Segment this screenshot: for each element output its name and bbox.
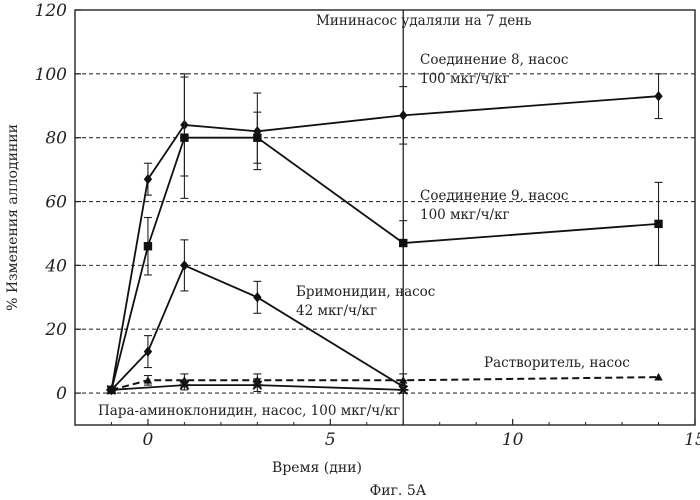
annotation-apraclonidine: Пара-аминоклонидин, насос, 100 мкг/ч/кг — [98, 403, 400, 419]
point-brimonidine-2 — [180, 260, 189, 271]
series-layer — [106, 73, 663, 396]
point-compound9-4 — [399, 238, 408, 248]
annotation-compound9-line1: Соединение 9, насос — [420, 188, 569, 204]
x-tick-label-5: 5 — [325, 430, 336, 450]
point-brimonidine-1 — [143, 346, 153, 357]
point-compound9-1 — [143, 242, 153, 251]
figure-caption: Фиг. 5А — [370, 483, 427, 499]
point-compound8-5 — [654, 90, 663, 102]
grid-lines — [75, 73, 695, 394]
annotation-compound8-line2: 100 мкг/ч/кг — [420, 71, 510, 87]
annotation-compound8-line1: Соединение 8, насос — [420, 52, 569, 68]
y-tick-label-80: 80 — [45, 129, 67, 149]
y-tick-label-20: 20 — [44, 320, 67, 340]
point-compound9-5 — [654, 219, 663, 229]
y-tick-label-0: 0 — [56, 384, 67, 404]
point-compound8-1 — [143, 173, 153, 185]
series-compound9 — [107, 76, 663, 395]
y-axis-label: % Изменения аллодинии — [5, 124, 21, 311]
series-line-compound8 — [110, 95, 659, 391]
x-tick-label-15: 15 — [684, 430, 700, 450]
plot-frame — [74, 9, 696, 426]
y-tick-label-60: 60 — [45, 193, 67, 213]
annotation-compound9-line2: 100 мкг/ч/кг — [420, 207, 510, 223]
point-apraclonidine-3 — [398, 385, 409, 395]
point-vehicle-5 — [654, 372, 663, 381]
point-apraclonidine-2 — [252, 380, 263, 390]
point-compound9-3 — [253, 133, 262, 142]
point-apraclonidine-1 — [179, 380, 190, 390]
series-compound8 — [107, 73, 663, 396]
annotation-pump-removed: Мининасос удаляли на 7 день — [316, 13, 532, 29]
point-compound9-2 — [180, 133, 189, 142]
point-apraclonidine-0 — [106, 385, 117, 395]
series-line-apraclonidine — [111, 384, 404, 391]
y-tick-label-40: 40 — [44, 256, 67, 276]
point-vehicle-4 — [399, 376, 408, 384]
x-axis-label: Время (дни) — [272, 460, 362, 476]
axis-ticks: 0 20 40 60 80 100 120 0 5 10 15 — [35, 1, 700, 450]
point-compound8-4 — [399, 110, 408, 121]
annotation-brimonidine-line2: 42 мкг/ч/кг — [296, 303, 377, 319]
x-tick-label-10: 10 — [502, 430, 524, 450]
series-line-vehicle — [111, 376, 659, 391]
series-line-compound9 — [110, 136, 659, 391]
x-tick-label-0: 0 — [143, 430, 154, 450]
series-apraclonidine — [106, 378, 409, 395]
point-brimonidine-3 — [253, 292, 262, 303]
annotation-vehicle: Растворитель, насос — [484, 355, 630, 371]
y-tick-label-120: 120 — [35, 1, 68, 21]
annotation-brimonidine-line1: Бримонидин, насос — [296, 284, 435, 300]
point-vehicle-1 — [143, 376, 153, 384]
y-tick-label-100: 100 — [35, 65, 68, 85]
